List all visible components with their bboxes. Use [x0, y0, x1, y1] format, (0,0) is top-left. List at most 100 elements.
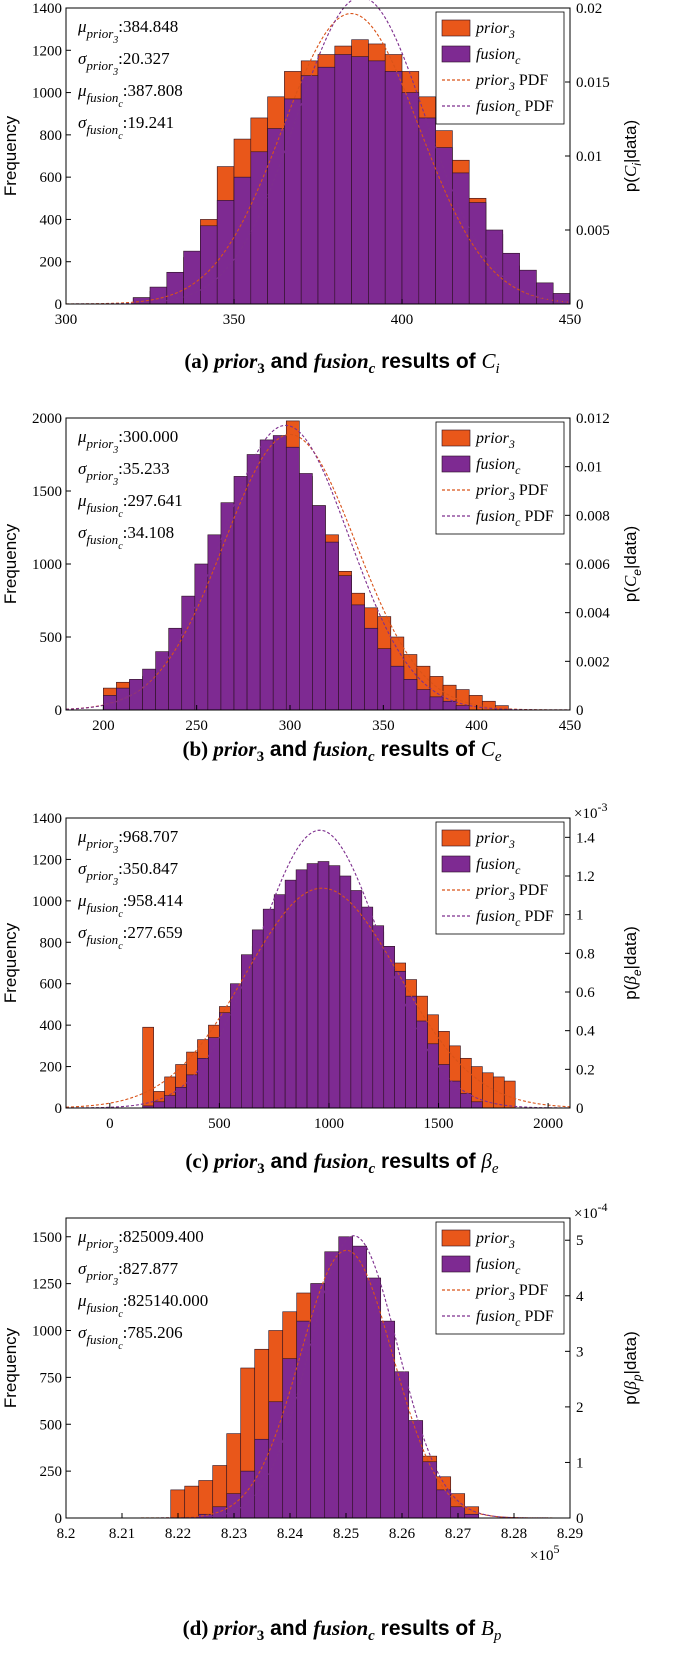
- x-tick-label: 400: [391, 312, 414, 328]
- legend-label: fusionc PDF: [476, 98, 554, 119]
- fusion-bar: [334, 54, 352, 305]
- fusion-bar: [455, 705, 470, 711]
- legend-swatch: [441, 429, 471, 447]
- fusion-bar: [380, 1320, 396, 1519]
- y-axis-label: Frequency: [1, 922, 20, 1003]
- x-tick-label: 300: [55, 312, 78, 328]
- x-tick-label: 450: [559, 312, 582, 328]
- y2-tick-label: 0.2: [576, 1062, 595, 1078]
- x-tick-label: 2000: [533, 1116, 563, 1132]
- y2-tick-label: 0.005: [576, 223, 610, 239]
- y-tick-label: 1250: [32, 1277, 62, 1293]
- y-tick-label: 600: [40, 170, 63, 186]
- fusion-bar: [142, 668, 156, 711]
- fusion-bar: [273, 894, 286, 1109]
- y2-tick-label: 0.004: [576, 606, 610, 622]
- fusion-bar: [317, 66, 336, 305]
- fusion-bar: [366, 1277, 382, 1519]
- y-tick-label: 1000: [32, 894, 62, 910]
- fusion-bars: [103, 435, 470, 711]
- fusion-bar: [306, 863, 319, 1109]
- x-tick-label: 450: [559, 718, 582, 734]
- fusion-bar: [284, 879, 297, 1109]
- legend-swatch: [441, 855, 471, 873]
- legend: prior3 fusionc prior3 PDF fusionc PDF: [435, 11, 565, 125]
- x-tick-label: 400: [465, 718, 488, 734]
- x-exponent: ×105: [530, 1542, 559, 1564]
- x-tick-label: 8.21: [109, 1526, 135, 1542]
- fusion-bar: [317, 861, 330, 1109]
- y-tick-label: 1000: [32, 86, 62, 102]
- y2-exponent: ×10-4: [574, 1200, 607, 1222]
- stat-line: μfusionc:387.808: [77, 81, 183, 110]
- y2-tick-label: 0.015: [576, 75, 610, 91]
- fusion-bar: [272, 435, 287, 711]
- y-tick-label: 500: [40, 630, 63, 646]
- y2-tick-label: 5: [576, 1233, 584, 1249]
- x-tick-label: 8.23: [221, 1526, 247, 1542]
- fusion-bar: [485, 229, 504, 305]
- legend-swatch: [441, 1255, 471, 1273]
- fusion-bar: [241, 954, 253, 1109]
- x-tick-label: 350: [372, 718, 395, 734]
- fusion-bar: [418, 117, 436, 305]
- fusion-bar: [295, 869, 308, 1109]
- axes-box: [65, 817, 571, 1109]
- prior-bar: [198, 1480, 214, 1519]
- stat-line: σprior3:20.327: [78, 49, 170, 78]
- legend-swatch: [441, 45, 471, 63]
- legend-label: fusionc PDF: [476, 908, 554, 929]
- fusion-bar: [338, 1236, 354, 1519]
- fusion-bar: [310, 1283, 326, 1519]
- fusion-pdf-line: [66, 0, 571, 305]
- prior-pdf-line: [66, 1249, 570, 1519]
- stat-line: μprior3:968.707: [77, 827, 179, 856]
- fusion-bar: [181, 595, 196, 711]
- stat-line: μprior3:825009.400: [77, 1227, 204, 1256]
- y2-axis-label: p(Ce|data): [621, 526, 644, 602]
- fusion-bar: [368, 60, 386, 305]
- fusion-bar: [233, 176, 252, 305]
- legend-label: fusionc: [476, 456, 521, 477]
- fusion-bar: [471, 1101, 483, 1109]
- fusion-bar: [536, 282, 554, 305]
- fusion-bar: [416, 1020, 428, 1109]
- y-tick-label: 1000: [32, 557, 62, 573]
- fusion-bar: [324, 1251, 340, 1519]
- fusion-pdf-line: [65, 424, 571, 711]
- y-tick-label: 800: [40, 128, 63, 144]
- fusion-bar: [452, 172, 470, 305]
- legend-label: prior3 PDF: [475, 882, 548, 903]
- x-tick-label: 8.24: [277, 1526, 304, 1542]
- x-tick-label: 8.26: [389, 1526, 416, 1542]
- y2-tick-label: 0.6: [576, 985, 595, 1001]
- y-tick-label: 1400: [32, 1, 62, 17]
- fusion-bar: [403, 679, 418, 711]
- panel-a: 300 350 400 450020040060080010001200140000.…: [1, 0, 644, 377]
- legend-swatch: [441, 455, 471, 473]
- x-tick-label: 8.27: [445, 1526, 472, 1542]
- y-tick-label: 1500: [32, 1230, 62, 1246]
- fusion-bar: [442, 700, 457, 711]
- y-tick-label: 400: [40, 212, 63, 228]
- y2-tick-label: 1.4: [576, 830, 595, 846]
- y2-tick-label: 0.006: [576, 557, 610, 573]
- y2-tick-label: 1: [576, 908, 584, 924]
- y-tick-label: 1400: [32, 811, 62, 827]
- legend-label: prior3 PDF: [475, 72, 548, 93]
- fusion-bar: [175, 1086, 187, 1109]
- fusion-bar: [240, 1470, 256, 1519]
- y-tick-label: 0: [55, 1511, 63, 1527]
- stat-line: μfusionc:825140.000: [77, 1291, 208, 1320]
- fusion-bar: [361, 906, 374, 1109]
- x-tick-label: 0: [106, 1116, 114, 1132]
- fusion-bar: [197, 1057, 209, 1109]
- x-tick-label: 8.28: [501, 1526, 527, 1542]
- legend-label: prior3: [475, 20, 515, 41]
- stat-line: σfusionc:277.659: [78, 923, 183, 952]
- fusion-bar: [377, 648, 392, 711]
- fusion-bar: [422, 1461, 438, 1519]
- fusion-bar: [251, 929, 264, 1109]
- y-tick-label: 200: [40, 1060, 63, 1076]
